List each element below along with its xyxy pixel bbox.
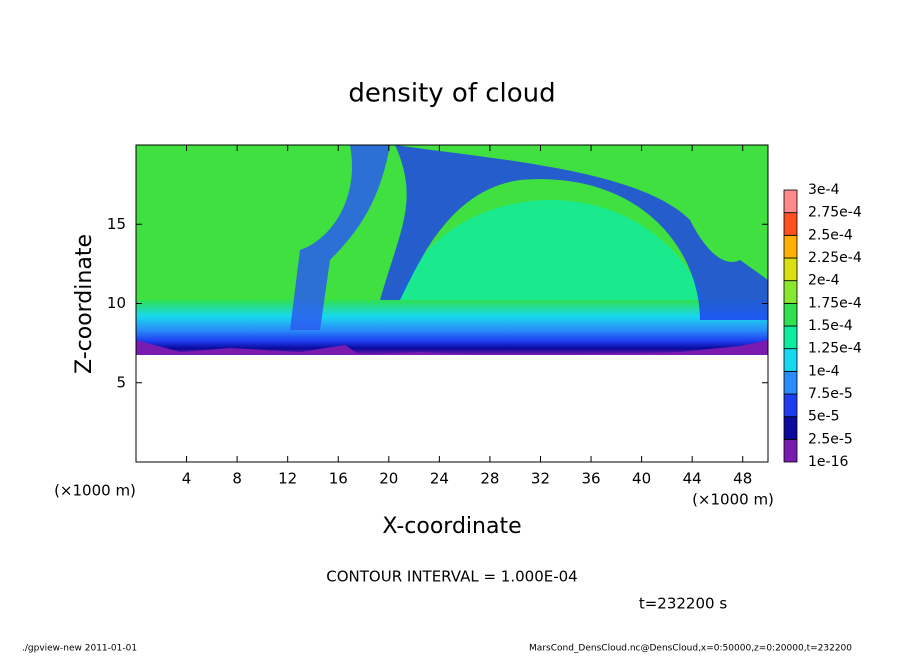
x-tick-label: 8: [232, 470, 242, 488]
y-tick-label: 5: [116, 373, 126, 391]
colorbar-box: [783, 234, 798, 259]
colorbar-label: 3e-4: [808, 182, 840, 198]
x-tick-label: 40: [632, 470, 651, 488]
footer-left: ./gpview-new 2011-01-01: [22, 644, 137, 654]
colorbar-label: 2.5e-5: [808, 431, 853, 447]
y-tick-label: 15: [107, 215, 126, 233]
colorbar-box: [783, 393, 798, 418]
x-tick-label: 36: [581, 470, 600, 488]
colorbar-label: 2.75e-4: [808, 205, 862, 221]
x-tick-label: 32: [531, 470, 550, 488]
time-label: t=232200 s: [639, 595, 727, 613]
x-tick-label: 12: [278, 470, 297, 488]
colorbar-box: [783, 325, 798, 350]
colorbar-box: [783, 348, 798, 372]
x-unit: (×1000 m): [692, 491, 774, 509]
x-tick-label: 44: [683, 470, 702, 488]
colorbar-box: [783, 416, 798, 440]
colorbar-label: 1e-16: [808, 454, 848, 470]
chart-title: density of cloud: [348, 79, 555, 109]
colorbar-label: 2.25e-4: [808, 250, 862, 266]
x-tick-label: 28: [480, 470, 499, 488]
colorbar-box: [783, 257, 798, 282]
colorbar-box: [783, 370, 798, 395]
colorbar-label: 1.5e-4: [808, 318, 853, 334]
colorbar-box: [783, 212, 798, 236]
colorbar-box: [783, 438, 798, 463]
x-unit: (×1000 m): [54, 482, 136, 500]
colorbar-label: 1e-4: [808, 363, 840, 379]
x-tick-label: 20: [379, 470, 398, 488]
x-axis-label: X-coordinate: [382, 514, 521, 539]
x-tick-label: 24: [430, 470, 449, 488]
field: [136, 145, 768, 462]
contour-interval: CONTOUR INTERVAL = 1.000E-04: [326, 568, 577, 586]
colorbar-label: 2.5e-4: [808, 227, 853, 243]
y-tick-label: 10: [107, 294, 126, 312]
x-tick-label: 16: [329, 470, 348, 488]
colorbar-label: 7.5e-5: [808, 386, 853, 402]
x-tick-label: 4: [182, 470, 192, 488]
footer-right: MarsCond_DensCloud.nc@DensCloud,x=0:5000…: [529, 644, 852, 654]
colorbar-label: 1.25e-4: [808, 341, 862, 357]
colorbar-box: [783, 280, 798, 304]
x-tick-label: 48: [733, 470, 752, 488]
colorbar-box: [783, 302, 798, 327]
y-axis-label: Z-coordinate: [72, 234, 97, 374]
colorbar-label: 5e-5: [808, 409, 839, 425]
colorbar-box: [783, 189, 798, 214]
colorbar-label: 1.75e-4: [808, 295, 862, 311]
colorbar-label: 2e-4: [808, 273, 840, 289]
